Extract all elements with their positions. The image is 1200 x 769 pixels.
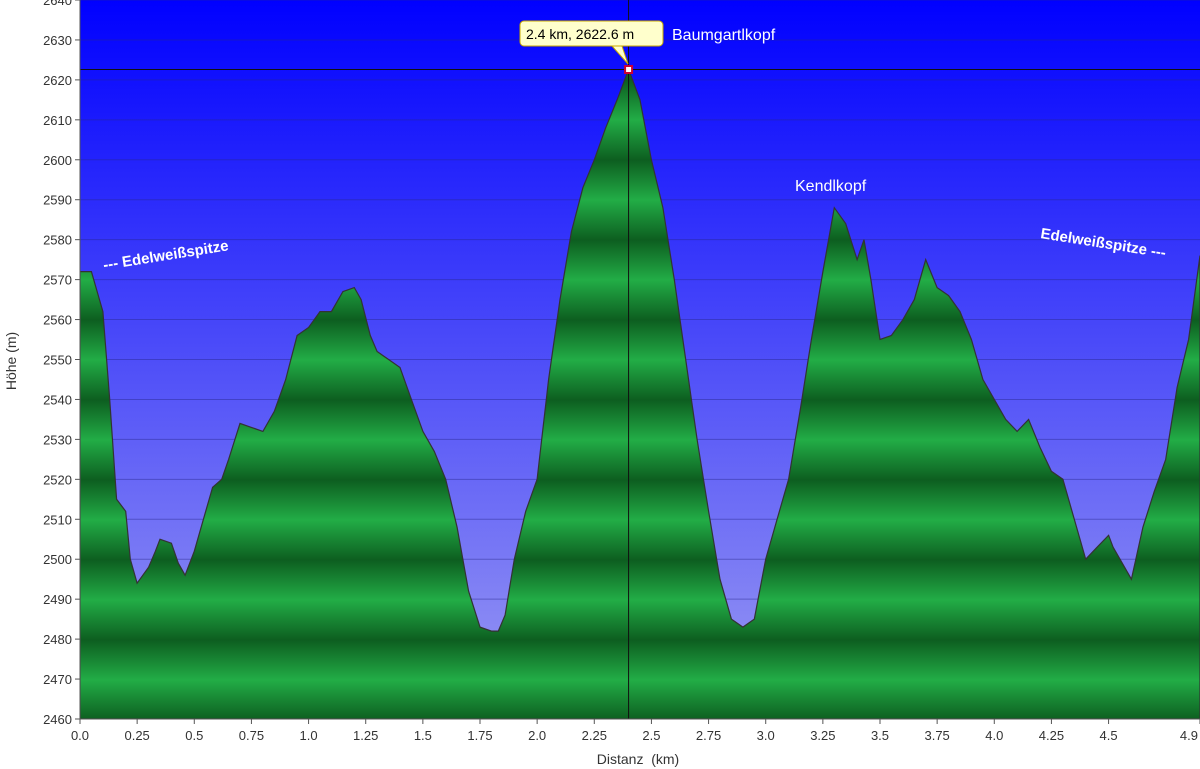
y-tick-label: 2550 — [43, 353, 72, 368]
x-tick-label: 0.5 — [185, 728, 203, 743]
y-axis-title: Höhe (m) — [3, 332, 19, 390]
tooltip-pointer — [610, 45, 629, 65]
x-tick-label: 4.5 — [1100, 728, 1118, 743]
y-tick-label: 2620 — [43, 73, 72, 88]
x-tick-label: 0.0 — [71, 728, 89, 743]
y-tick-label: 2580 — [43, 233, 72, 248]
x-tick-label: 1.5 — [414, 728, 432, 743]
x-tick-label: 1.75 — [467, 728, 492, 743]
x-axis-title: Distanz (km) — [597, 751, 679, 767]
axes: 2460 2470 2480 2490 2500 2510 2520 2530 2540 2550… — [43, 0, 1200, 743]
x-tick-label: 2.0 — [528, 728, 546, 743]
y-tick-label: 2520 — [43, 472, 72, 487]
y-tick-label: 2630 — [43, 33, 72, 48]
y-tick-label: 2470 — [43, 672, 72, 687]
y-tick-label: 2490 — [43, 592, 72, 607]
x-tick-label: 3.5 — [871, 728, 889, 743]
tooltip: 2.4 km, 2622.6 m — [519, 20, 664, 65]
x-tick-label: 3.75 — [924, 728, 949, 743]
y-tick-label: 2610 — [43, 113, 72, 128]
elevation-area — [80, 67, 1200, 719]
y-tick-label: 2540 — [43, 392, 72, 407]
x-tick-label: 0.25 — [124, 728, 149, 743]
x-tick-label: 2.75 — [696, 728, 721, 743]
peak-marker[interactable] — [624, 65, 634, 75]
y-tick-label: 2480 — [43, 632, 72, 647]
x-tick-label: 3.25 — [810, 728, 835, 743]
y-tick-label: 2640 — [43, 0, 72, 8]
peak-label-kendlkopf: Kendlkopf — [795, 178, 867, 195]
peak-label-baumgartlkopf: Baumgartlkopf — [672, 27, 776, 44]
y-tick-label: 2560 — [43, 313, 72, 328]
crosshair — [80, 0, 1200, 719]
x-tick-label: 3.0 — [757, 728, 775, 743]
x-tick-label: 4.0 — [985, 728, 1003, 743]
y-tick-label: 2510 — [43, 512, 72, 527]
y-tick-label: 2570 — [43, 273, 72, 288]
x-tick-label: 1.25 — [353, 728, 378, 743]
x-tick-label: 2.25 — [582, 728, 607, 743]
y-tick-label: 2590 — [43, 193, 72, 208]
y-tick-label: 2530 — [43, 432, 72, 447]
y-tick-label: 2460 — [43, 712, 72, 727]
y-tick-label: 2600 — [43, 153, 72, 168]
tooltip-box — [519, 20, 664, 47]
tooltip-text: 2.4 km, 2622.6 m — [526, 26, 634, 42]
x-tick-label: 2.5 — [642, 728, 660, 743]
x-tick-label: 4.25 — [1039, 728, 1064, 743]
x-tick-label: 0.75 — [239, 728, 264, 743]
x-tick-label: 4.9 — [1180, 728, 1198, 743]
y-tick-label: 2500 — [43, 552, 72, 567]
x-tick-label: 1.0 — [300, 728, 318, 743]
